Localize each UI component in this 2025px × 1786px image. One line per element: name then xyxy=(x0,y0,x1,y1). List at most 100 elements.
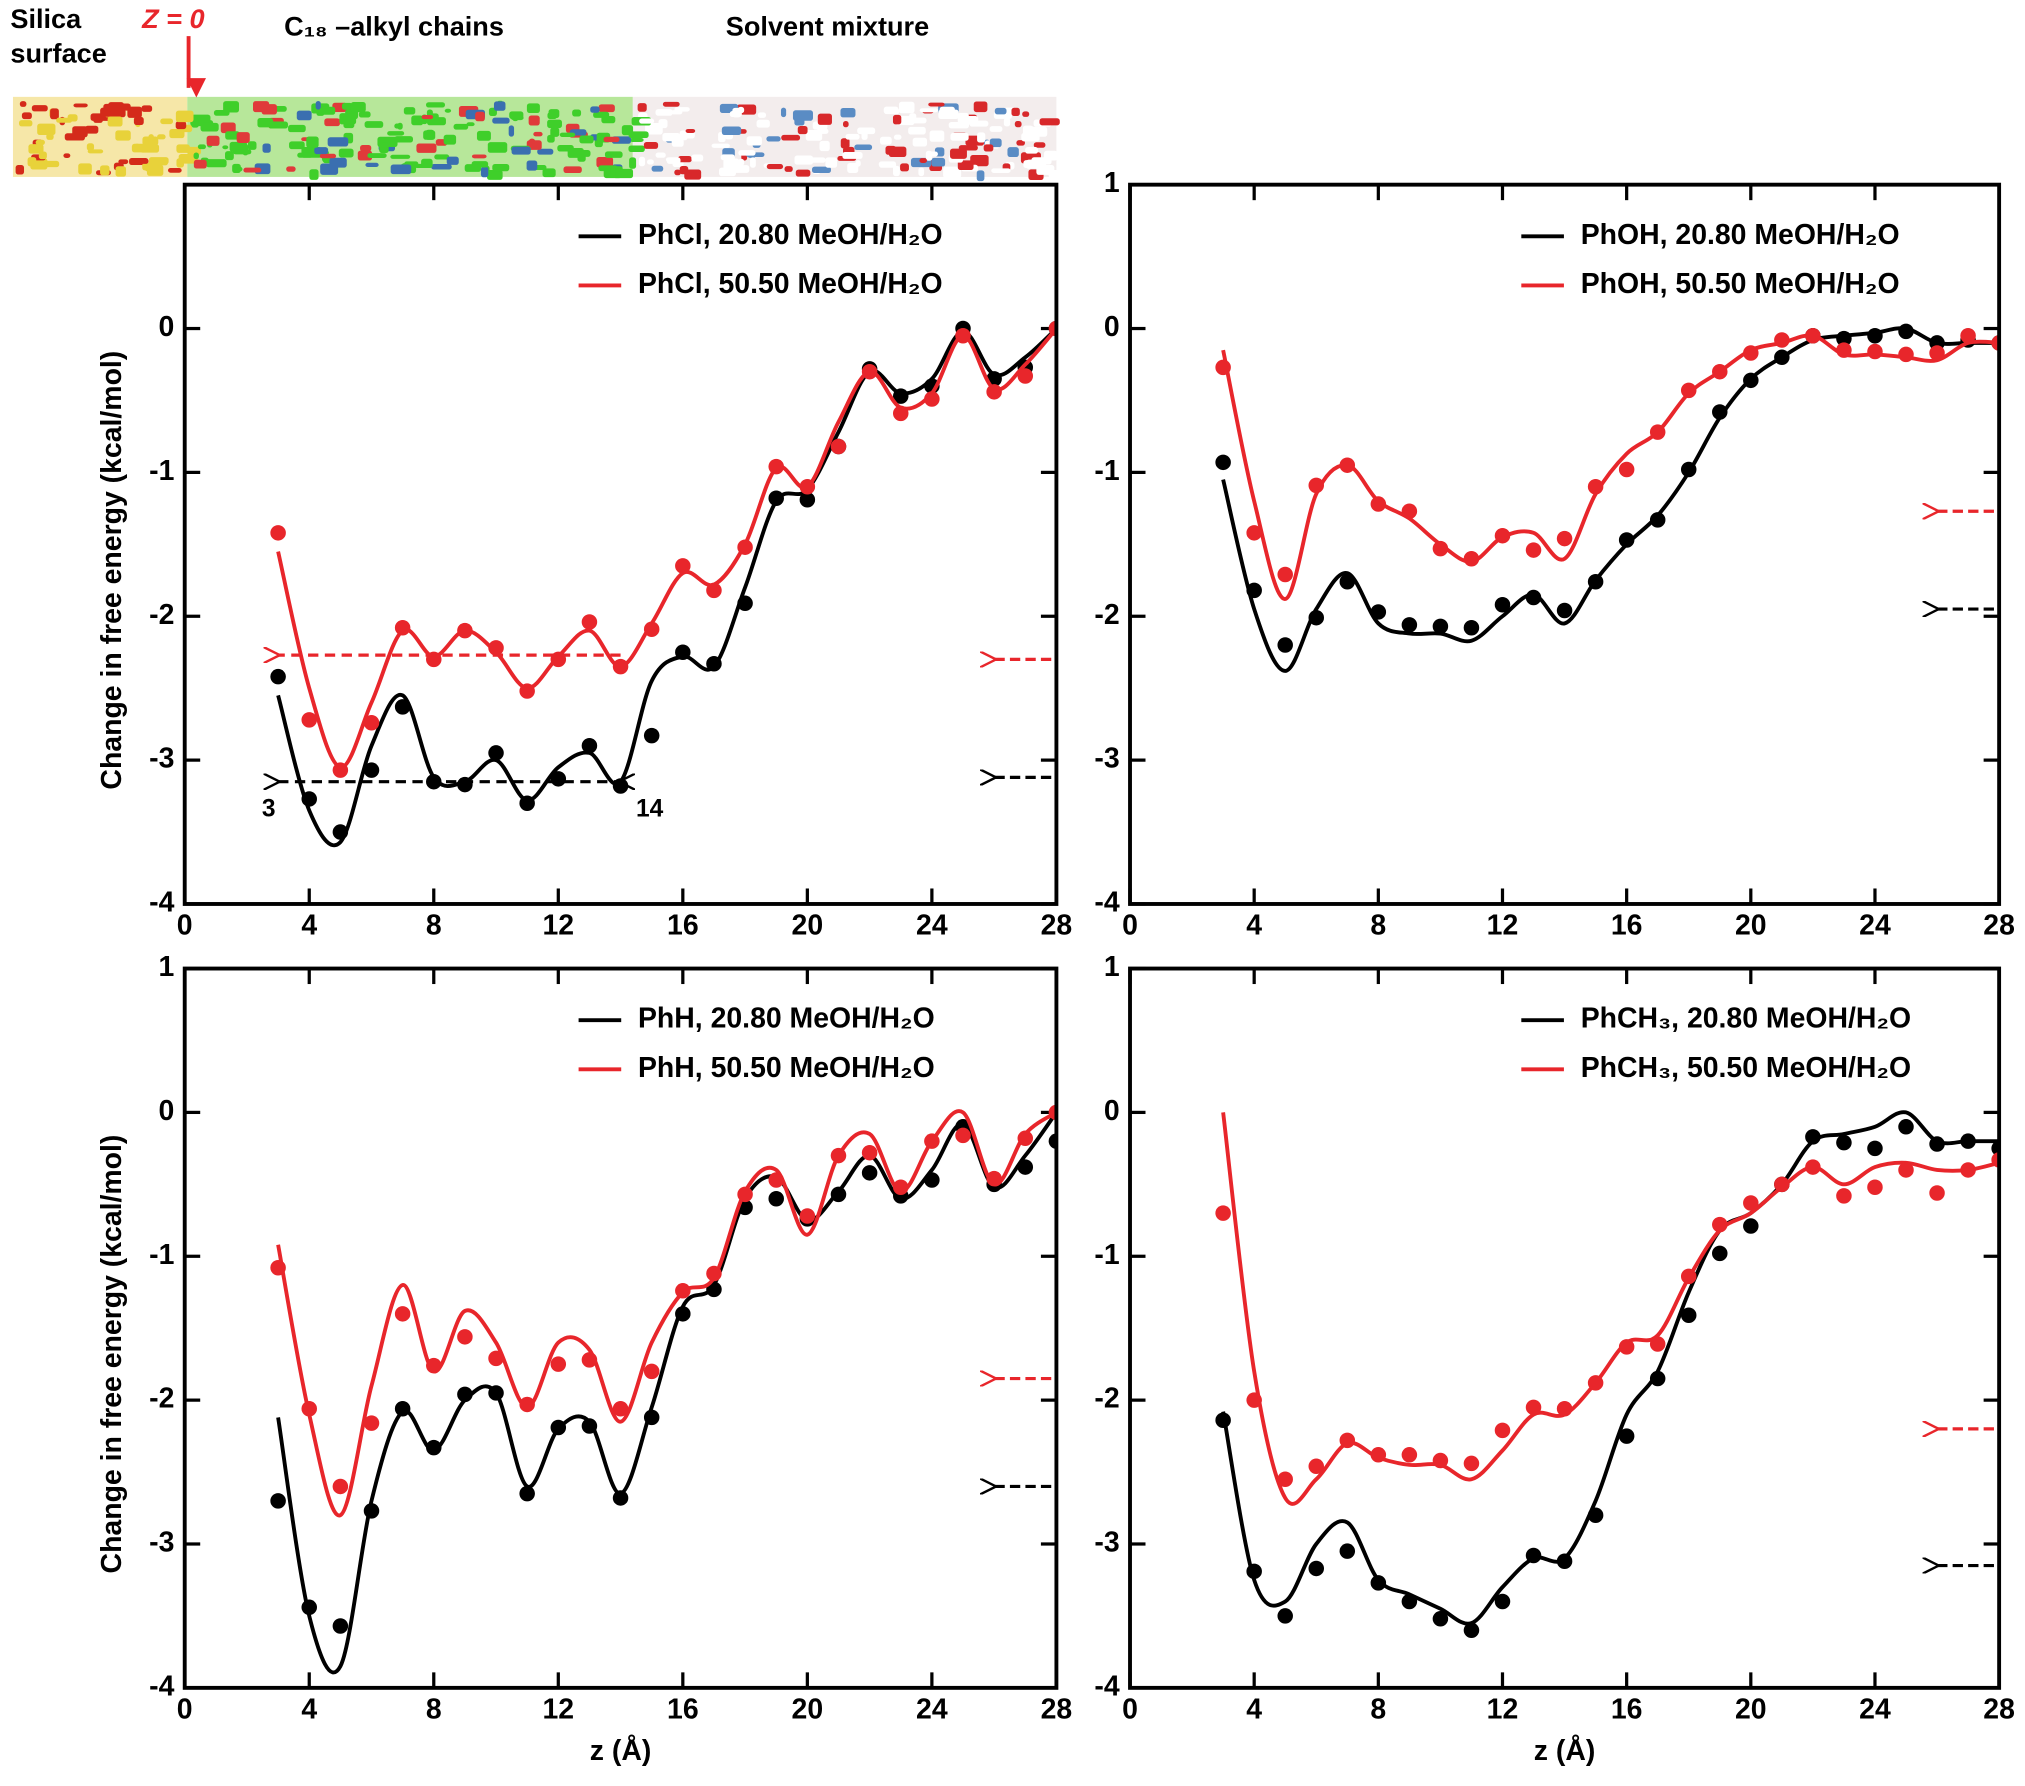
molecule-blob xyxy=(792,110,813,121)
molecule-blob xyxy=(637,103,647,112)
data-point xyxy=(1587,1375,1604,1391)
molecule-blob xyxy=(131,143,147,153)
molecule-blob xyxy=(639,118,655,124)
x-tick-label: 8 xyxy=(1370,1694,1386,1726)
molecule-blob xyxy=(880,136,892,145)
data-point xyxy=(1929,1185,1945,1201)
x-tick-label: 0 xyxy=(177,1694,193,1726)
data-point xyxy=(1680,461,1697,478)
data-point xyxy=(1836,330,1852,347)
molecule-blob xyxy=(309,169,319,180)
data-point xyxy=(1680,1307,1697,1324)
data-point xyxy=(394,1401,411,1417)
molecule-blob xyxy=(795,169,811,177)
chains-label: C₁₈ –alkyl chains xyxy=(284,11,504,42)
data-point xyxy=(1339,1543,1356,1559)
molecule-blob xyxy=(64,133,85,141)
molecule-blob xyxy=(579,135,594,144)
molecule-blob xyxy=(970,154,989,167)
molecule-blob xyxy=(394,123,400,129)
molecule-blob xyxy=(819,140,830,152)
data-point xyxy=(1246,1392,1262,1408)
data-point xyxy=(457,622,473,639)
data-point xyxy=(488,640,504,656)
molecule-blob xyxy=(825,157,838,168)
molecule-blob xyxy=(1025,147,1039,154)
molecule-blob xyxy=(350,101,366,113)
molecule-blob xyxy=(671,138,684,147)
molecule-blob xyxy=(1044,150,1058,161)
molecule-blob xyxy=(169,128,185,139)
molecule-blob xyxy=(766,164,784,170)
data-point xyxy=(1805,1129,1821,1145)
data-point xyxy=(363,714,380,731)
data-point xyxy=(581,1352,598,1368)
molecule-blob xyxy=(367,153,387,159)
data-point xyxy=(394,620,411,636)
molecule-blob xyxy=(1022,111,1030,117)
data-point xyxy=(1618,461,1635,478)
data-point xyxy=(1370,604,1387,620)
molecule-blob xyxy=(319,153,337,159)
molecule-blob xyxy=(176,144,190,153)
data-point xyxy=(1867,1179,1883,1195)
molecule-blob xyxy=(542,168,556,178)
molecule-blob xyxy=(559,132,576,138)
data-point xyxy=(301,712,317,728)
data-point xyxy=(1960,1162,1976,1178)
molecule-blob xyxy=(733,160,741,167)
x-axis-label: z (Å) xyxy=(590,1735,652,1767)
data-point xyxy=(1215,1412,1231,1429)
data-point xyxy=(301,1599,317,1616)
molecule-blob xyxy=(390,164,412,175)
data-point xyxy=(1017,1130,1034,1147)
molecule-blob xyxy=(750,157,756,168)
molecule-blob xyxy=(547,119,562,129)
data-point xyxy=(550,1419,567,1436)
silica-label: surface xyxy=(10,38,106,69)
molecule-blob xyxy=(243,167,262,173)
molecule-blob xyxy=(854,144,873,150)
molecule-blob xyxy=(133,116,144,125)
data-point xyxy=(1680,382,1697,399)
molecule-blob xyxy=(206,159,227,168)
molecule-blob xyxy=(147,135,154,141)
molecule-blob xyxy=(360,144,372,152)
molecule-blob xyxy=(746,136,762,146)
molecule-blob xyxy=(548,109,560,119)
data-point xyxy=(1308,609,1325,626)
molecule-blob xyxy=(387,131,405,136)
x-tick-label: 8 xyxy=(1370,910,1386,942)
plot-area xyxy=(270,320,1057,848)
molecule-blob xyxy=(157,134,166,140)
molecule-blob xyxy=(38,151,47,160)
molecule-blob xyxy=(403,107,416,115)
data-point xyxy=(519,1485,535,1502)
data-point xyxy=(1339,457,1356,473)
data-point xyxy=(1463,1622,1480,1639)
molecule-blob xyxy=(487,170,503,180)
legend-label: PhOH, 50.50 MeOH/H₂O xyxy=(1581,268,1900,300)
data-point xyxy=(1618,1339,1635,1355)
data-point xyxy=(675,558,691,574)
y-tick-label: 0 xyxy=(159,1095,175,1127)
data-point xyxy=(861,1144,878,1161)
x-tick-label: 8 xyxy=(426,910,442,942)
molecule-blob xyxy=(225,131,240,140)
molecule-blob xyxy=(655,109,673,116)
y-tick-label: -3 xyxy=(149,1526,174,1558)
data-point xyxy=(1743,1218,1759,1234)
molecule-blob xyxy=(604,151,623,158)
data-point xyxy=(519,1396,535,1413)
molecule-blob xyxy=(475,111,485,122)
molecule-blob xyxy=(493,101,506,111)
data-point xyxy=(643,621,660,637)
plot-frame xyxy=(182,182,1059,906)
origin-label: Z = 0 xyxy=(141,3,205,34)
molecule-blob xyxy=(662,101,680,107)
x-tick-label: 4 xyxy=(1246,1694,1262,1726)
data-point xyxy=(270,1260,286,1276)
molecule-blob xyxy=(100,165,110,176)
molecule-blob xyxy=(757,112,767,118)
